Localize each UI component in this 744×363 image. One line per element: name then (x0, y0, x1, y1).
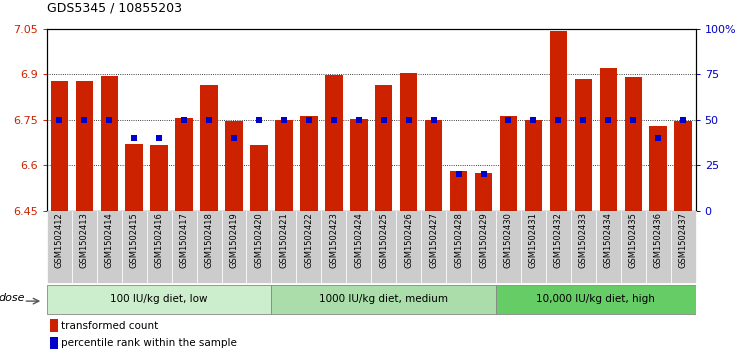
Text: GSM1502416: GSM1502416 (155, 212, 164, 268)
Bar (72, 211, 97, 283)
Bar (147, 211, 172, 283)
Bar (521, 211, 546, 283)
Bar (126, 144, 143, 211)
Bar (571, 211, 596, 283)
Text: GSM1502418: GSM1502418 (205, 212, 214, 268)
Bar (172, 211, 196, 283)
Text: GSM1502425: GSM1502425 (379, 212, 388, 268)
Text: GSM1502431: GSM1502431 (529, 212, 538, 268)
Text: transformed count: transformed count (62, 321, 158, 331)
Bar (47, 211, 72, 283)
Bar (500, 116, 517, 211)
Text: GSM1502423: GSM1502423 (330, 212, 339, 268)
Text: GSM1502415: GSM1502415 (129, 212, 138, 268)
Bar (446, 211, 471, 283)
Bar (450, 171, 467, 211)
Bar (100, 76, 118, 211)
Bar (574, 79, 592, 211)
Text: GSM1502432: GSM1502432 (554, 212, 563, 268)
Bar (550, 30, 567, 211)
Bar (375, 85, 393, 211)
Bar (397, 211, 421, 283)
Text: GSM1502426: GSM1502426 (404, 212, 413, 268)
Bar (122, 211, 147, 283)
Text: GSM1502413: GSM1502413 (80, 212, 89, 268)
Bar (97, 211, 122, 283)
Bar (250, 145, 268, 211)
Bar (150, 145, 168, 211)
Bar (674, 121, 692, 211)
Bar (400, 73, 417, 211)
Bar (624, 77, 642, 211)
Text: GSM1502434: GSM1502434 (604, 212, 613, 268)
Bar (275, 120, 292, 211)
Bar (371, 211, 397, 283)
Text: GSM1502414: GSM1502414 (105, 212, 114, 268)
Text: GSM1502419: GSM1502419 (229, 212, 239, 268)
Bar (50, 319, 58, 332)
Bar (525, 120, 542, 211)
Text: GSM1502433: GSM1502433 (579, 212, 588, 268)
Bar (300, 116, 318, 211)
Bar (51, 81, 68, 211)
FancyBboxPatch shape (496, 285, 696, 314)
Bar (670, 211, 696, 283)
Bar (200, 85, 218, 211)
FancyBboxPatch shape (47, 285, 272, 314)
Bar (421, 211, 446, 283)
Text: GSM1502422: GSM1502422 (304, 212, 313, 268)
Bar (325, 75, 342, 211)
Bar (76, 81, 93, 211)
Text: GSM1502417: GSM1502417 (179, 212, 189, 268)
Text: 100 IU/kg diet, low: 100 IU/kg diet, low (110, 294, 208, 305)
Text: GSM1502437: GSM1502437 (679, 212, 687, 268)
FancyBboxPatch shape (272, 285, 496, 314)
Bar (50, 337, 58, 349)
Text: GSM1502436: GSM1502436 (654, 212, 663, 268)
Bar (346, 211, 371, 283)
Text: GSM1502427: GSM1502427 (429, 212, 438, 268)
Bar (246, 211, 272, 283)
Bar (496, 211, 521, 283)
Text: GSM1502421: GSM1502421 (280, 212, 289, 268)
Text: dose: dose (0, 293, 25, 303)
Text: GSM1502412: GSM1502412 (55, 212, 64, 268)
Text: 1000 IU/kg diet, medium: 1000 IU/kg diet, medium (319, 294, 448, 305)
Bar (272, 211, 296, 283)
Text: GSM1502424: GSM1502424 (354, 212, 363, 268)
Text: GSM1502435: GSM1502435 (629, 212, 638, 268)
Bar (225, 121, 243, 211)
Bar (350, 119, 368, 211)
Bar (296, 211, 321, 283)
Text: GDS5345 / 10855203: GDS5345 / 10855203 (47, 1, 182, 15)
Text: GSM1502420: GSM1502420 (254, 212, 263, 268)
Bar (425, 121, 443, 211)
Bar (475, 173, 493, 211)
Bar (620, 211, 646, 283)
Bar (600, 68, 617, 211)
Bar (650, 126, 667, 211)
Text: 10,000 IU/kg diet, high: 10,000 IU/kg diet, high (536, 294, 655, 305)
Text: GSM1502428: GSM1502428 (454, 212, 463, 268)
Bar (471, 211, 496, 283)
Bar (546, 211, 571, 283)
Bar (176, 118, 193, 211)
Text: GSM1502430: GSM1502430 (504, 212, 513, 268)
Bar (321, 211, 346, 283)
Bar (646, 211, 670, 283)
Bar (596, 211, 620, 283)
Text: GSM1502429: GSM1502429 (479, 212, 488, 268)
Bar (196, 211, 222, 283)
Text: percentile rank within the sample: percentile rank within the sample (62, 338, 237, 348)
Bar (222, 211, 246, 283)
